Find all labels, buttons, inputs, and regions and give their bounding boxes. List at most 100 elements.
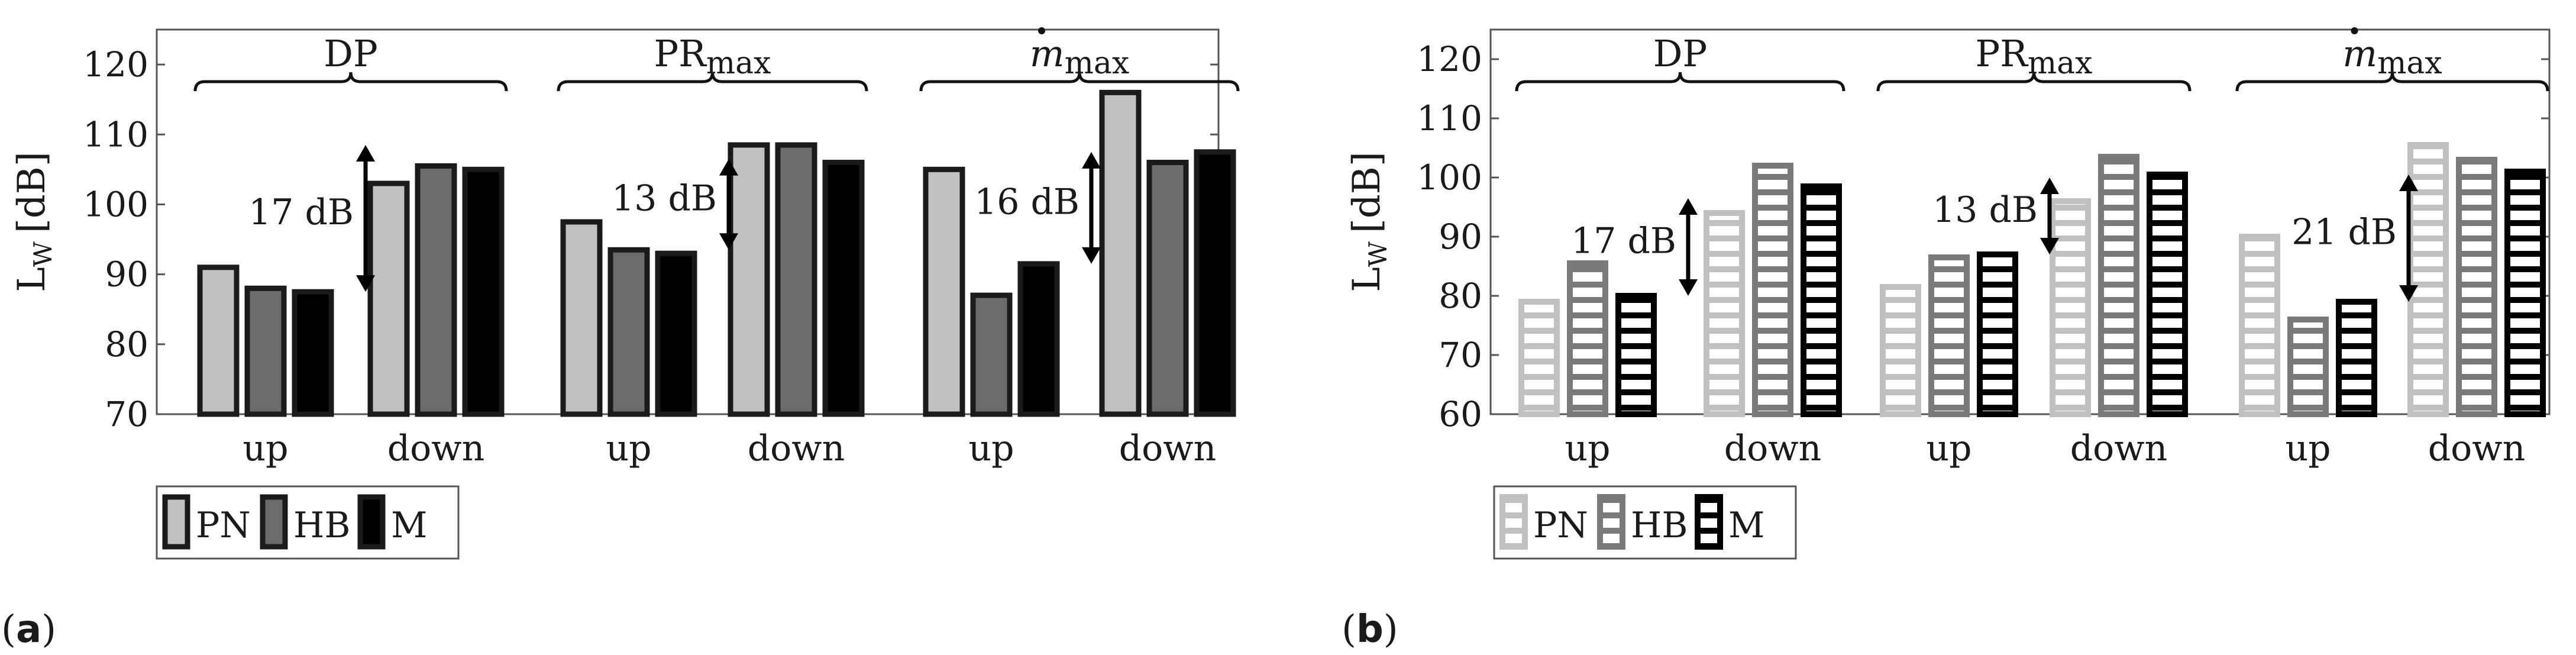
delta-arrow-head-down bbox=[1082, 247, 1101, 264]
delta-arrow-head-down bbox=[356, 275, 375, 292]
panel-label-close: ) bbox=[41, 608, 56, 651]
y-tick-label: 60 bbox=[1439, 394, 1482, 434]
panel-label-close: ) bbox=[1384, 608, 1398, 651]
y-tick-label: 80 bbox=[1439, 276, 1482, 316]
legend-label: PN bbox=[196, 505, 251, 546]
panel-label-open: ( bbox=[1342, 608, 1356, 651]
mass-flow-dot bbox=[1038, 27, 1045, 34]
legend-swatch-pn bbox=[1499, 494, 1528, 550]
legend-swatch-m bbox=[357, 494, 386, 550]
group-brace bbox=[193, 72, 508, 92]
bar-pn bbox=[367, 180, 410, 417]
group-title-main: DP bbox=[1653, 32, 1707, 75]
legend bbox=[1493, 485, 1797, 560]
x-category-label: down bbox=[1119, 428, 1217, 469]
delta-arrow-head-up bbox=[356, 145, 375, 162]
bar-m bbox=[462, 166, 505, 417]
group-title-sub: max bbox=[706, 46, 771, 81]
bar-pn bbox=[1518, 299, 1560, 417]
delta-annotation: 17 dB bbox=[1571, 221, 1676, 262]
group-brace bbox=[2235, 72, 2549, 92]
panel-label-open: ( bbox=[1, 608, 16, 651]
legend-swatch-hb bbox=[260, 494, 288, 550]
bar-pn bbox=[923, 166, 965, 417]
bar-m bbox=[2336, 299, 2377, 417]
bar-hb bbox=[2456, 157, 2497, 417]
x-category-label: up bbox=[243, 428, 288, 469]
y-tick-label: 100 bbox=[1417, 157, 1482, 198]
y-tick-label: 70 bbox=[1439, 335, 1482, 375]
group-title-main: DP bbox=[324, 32, 377, 75]
delta-annotation: 16 dB bbox=[974, 181, 1079, 222]
legend-swatch-hb bbox=[1597, 494, 1625, 550]
chart-panel-b: 60 70 80 90 100 110 120 LW [dB] up down DP 17 dB up do… bbox=[1342, 27, 2551, 651]
delta-arrow-head-up bbox=[2040, 178, 2059, 194]
panel-label-letter: b bbox=[1356, 608, 1384, 651]
group-title-main: m bbox=[1030, 32, 1065, 75]
bar-pn bbox=[1099, 89, 1142, 417]
delta-arrow-head-up bbox=[1082, 151, 1101, 169]
bar-hb bbox=[775, 142, 817, 417]
y-tick-label: 110 bbox=[83, 114, 148, 154]
y-tick-label: 90 bbox=[1439, 217, 1482, 257]
bar-pn bbox=[1880, 284, 1921, 417]
x-category-label: up bbox=[1926, 428, 1971, 469]
x-category-label: up bbox=[968, 428, 1014, 469]
bar-hb bbox=[2098, 154, 2139, 417]
x-category-label: up bbox=[1565, 428, 1610, 469]
bar-pn bbox=[1704, 210, 1745, 417]
group-title: DP bbox=[324, 32, 377, 75]
y-tick-label: 100 bbox=[83, 184, 148, 224]
bar-m bbox=[1615, 293, 1657, 417]
y-axis-label-sub: W bbox=[1363, 241, 1392, 267]
y-tick-label: 110 bbox=[1417, 98, 1482, 138]
delta-annotation: 21 dB bbox=[2291, 212, 2397, 253]
group-brace bbox=[557, 72, 868, 92]
bar-m bbox=[1977, 251, 2018, 417]
legend-label: HB bbox=[293, 505, 350, 546]
plot-frame bbox=[1489, 28, 2551, 415]
bar-m bbox=[1801, 183, 1842, 417]
y-tick-label: 120 bbox=[1417, 39, 1482, 79]
bar-hb bbox=[415, 163, 457, 417]
bar-m bbox=[2147, 172, 2188, 417]
bar-hb bbox=[607, 247, 650, 417]
group-brace bbox=[919, 72, 1240, 92]
group-title: DP bbox=[1653, 32, 1707, 75]
legend-label: HB bbox=[1631, 505, 1688, 546]
bar-pn bbox=[2050, 198, 2091, 417]
bar-hb bbox=[244, 285, 287, 417]
y-tick-label: 90 bbox=[105, 254, 148, 295]
y-axis-label: LW [dB] bbox=[10, 151, 57, 292]
bar-hb bbox=[1146, 160, 1189, 417]
bar-pn bbox=[728, 142, 770, 417]
bar-pn bbox=[560, 219, 603, 417]
panel-label: (a) bbox=[1, 608, 56, 651]
legend-label: PN bbox=[1533, 505, 1588, 546]
bar-hb bbox=[2287, 317, 2329, 417]
group-title: PRmax bbox=[654, 32, 771, 81]
delta-arrow-head-up bbox=[2399, 175, 2418, 191]
bar-pn bbox=[2407, 142, 2449, 417]
group-title-sub: max bbox=[2377, 46, 2442, 81]
y-tick-label: 120 bbox=[83, 44, 148, 85]
x-category-label: up bbox=[606, 428, 651, 469]
panel-label: (b) bbox=[1342, 608, 1398, 651]
bar-pn bbox=[197, 264, 240, 417]
y-tick-label: 80 bbox=[105, 324, 148, 364]
group-title-main: PR bbox=[1975, 32, 2029, 75]
x-category-label: up bbox=[2285, 428, 2331, 469]
bar-pn bbox=[2239, 234, 2280, 417]
y-axis-label: LW [dB] bbox=[1345, 151, 1392, 292]
delta-arrow-head-down bbox=[1679, 279, 1698, 296]
x-category-label: down bbox=[748, 428, 845, 469]
legend-label: M bbox=[391, 505, 427, 546]
bar-hb bbox=[1928, 254, 1970, 417]
y-tick-label: 70 bbox=[105, 394, 148, 434]
delta-arrow-head-up bbox=[719, 159, 738, 176]
group-brace bbox=[1515, 72, 1845, 92]
y-axis-label-main: L bbox=[1345, 267, 1389, 292]
legend-swatch-m bbox=[1695, 494, 1723, 550]
delta-arrow-head-up bbox=[1679, 198, 1698, 215]
y-axis-label-main: L bbox=[10, 267, 54, 292]
